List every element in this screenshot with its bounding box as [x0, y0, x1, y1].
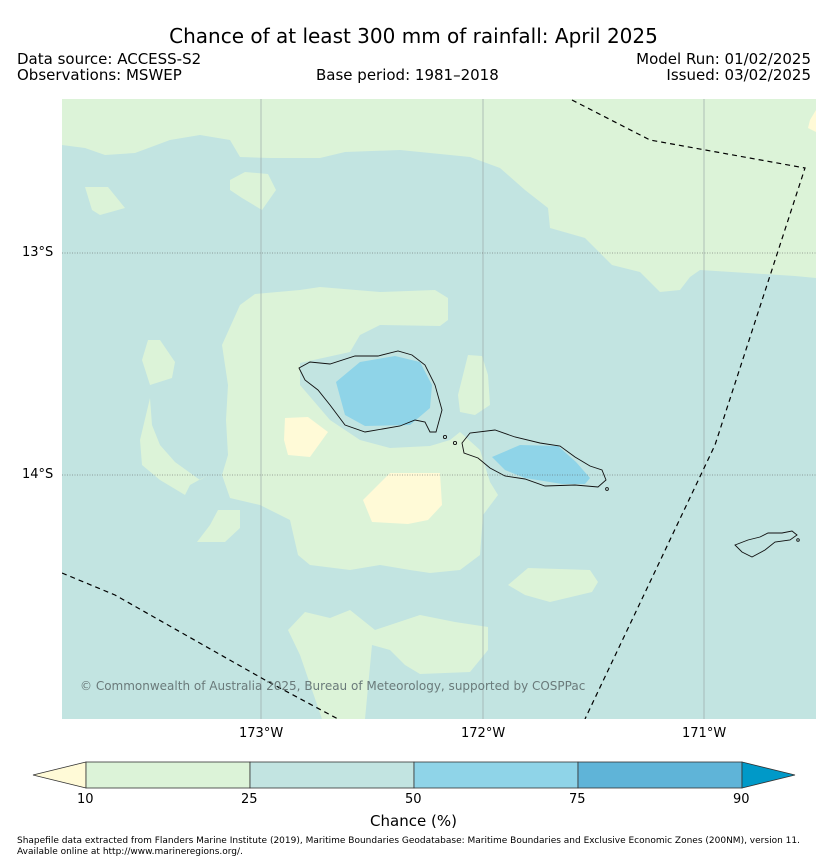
colorbar-label: Chance (%): [370, 812, 457, 830]
colorbar-tick-25: 25: [241, 792, 258, 807]
contour-10-25-patch: [142, 340, 175, 385]
island-upolu: [461, 429, 607, 488]
colorbar-tick-10: 10: [77, 792, 94, 807]
contour-10-25-north: [62, 99, 816, 292]
colorbar-tick-75: 75: [569, 792, 586, 807]
contour-10-25-patch: [140, 398, 208, 495]
issued-text: Issued: 03/02/2025: [666, 66, 811, 84]
island-aunuu: [796, 538, 800, 542]
contour-lt10-patch: [284, 417, 328, 457]
lon-label-172w: 172°W: [461, 726, 506, 741]
colorbar-gt90-arrow: [741, 761, 796, 789]
colorbar-lt10-arrow: [32, 761, 87, 789]
island-manono: [442, 434, 448, 440]
lon-label-171w: 171°W: [682, 726, 727, 741]
contour-lt10-patch: [363, 473, 442, 524]
colorbar-10-25: [85, 761, 251, 789]
graticule: [260, 99, 705, 719]
map-plot-area: [62, 99, 816, 719]
island-islet: [605, 487, 609, 491]
contour-10-25-patch: [458, 355, 490, 415]
island-tutuila: [734, 530, 798, 558]
island-apolima: [452, 440, 458, 446]
observations-text: Observations: MSWEP: [17, 66, 182, 84]
island-savaii: [298, 350, 443, 433]
lat-label-13s: 13°S: [22, 245, 54, 260]
colorbar-25-50: [249, 761, 415, 789]
eez-boundary-east: [571, 99, 806, 719]
model-run-text: Model Run: 01/02/2025: [636, 50, 811, 68]
parallels: [62, 252, 816, 476]
eez-boundary-west: [62, 572, 339, 719]
base-period-text: Base period: 1981–2018: [316, 66, 499, 84]
contour-50-75-savaii: [336, 356, 432, 426]
colorbar: [32, 761, 796, 789]
contour-50-75-upolu: [492, 445, 590, 484]
colorbar-tick-50: 50: [405, 792, 422, 807]
colorbar-50-75: [413, 761, 579, 789]
contour-10-25-patch: [197, 510, 240, 542]
contour-10-25-south: [288, 610, 488, 719]
contour-lt10-patch: [808, 110, 816, 132]
colorbar-75-90: [577, 761, 743, 789]
contour-10-25-patch: [230, 172, 276, 210]
copyright-text: © Commonwealth of Australia 2025, Bureau…: [80, 679, 586, 693]
eez-boundaries: [62, 99, 806, 719]
footer-line-2: Available online at http://www.marinereg…: [17, 847, 243, 857]
map-title: Chance of at least 300 mm of rainfall: A…: [169, 24, 658, 48]
coastlines: [298, 350, 800, 558]
lon-label-173w: 173°W: [239, 726, 284, 741]
data-source-text: Data source: ACCESS-S2: [17, 50, 202, 68]
colorbar-tick-90: 90: [733, 792, 750, 807]
contour-10-25-patch: [85, 187, 125, 215]
footer-line-1: Shapefile data extracted from Flanders M…: [17, 836, 800, 846]
contour-10-25-patch: [508, 568, 598, 602]
lat-label-14s: 14°S: [22, 467, 54, 482]
